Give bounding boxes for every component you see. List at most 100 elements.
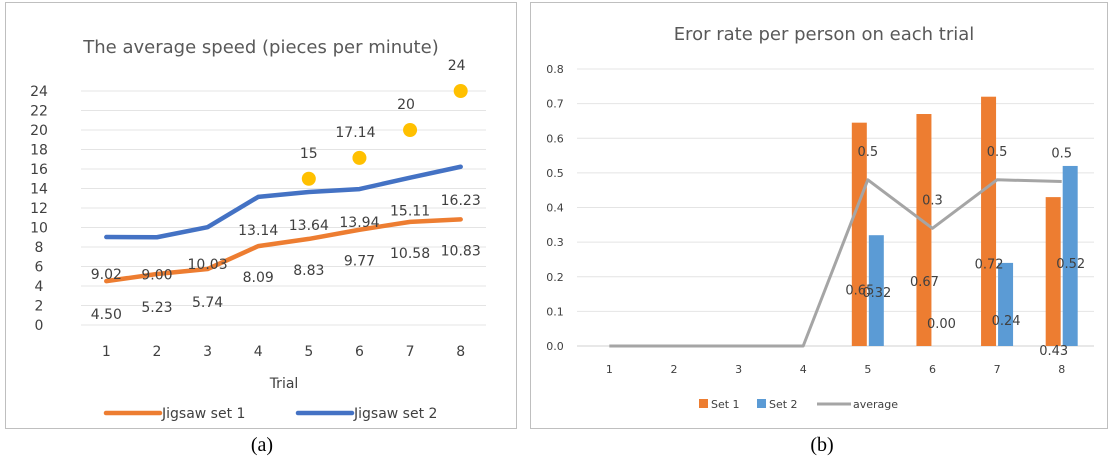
data-label: 17.14 <box>335 125 375 141</box>
x-tick-label: 4 <box>254 344 263 360</box>
y-tick-label: 0.1 <box>546 305 564 318</box>
data-label: 5.74 <box>192 295 223 311</box>
data-label: 9.00 <box>141 267 172 283</box>
data-label: 15 <box>300 146 318 162</box>
legend-label: Jigsaw set 2 <box>353 406 437 422</box>
x-tick-label: 7 <box>994 363 1001 376</box>
bar <box>998 262 1014 346</box>
speed-chart: The average speed (pieces per minute)024… <box>30 37 486 422</box>
chart-title: The average speed (pieces per minute) <box>82 37 438 58</box>
x-tick-label: 5 <box>864 363 871 376</box>
legend-label: average <box>853 398 898 411</box>
x-axis-title: Trial <box>269 376 299 392</box>
x-tick-label: 7 <box>406 344 415 360</box>
series-line <box>104 164 463 240</box>
chart-title: Eror rate per person on each trial <box>674 24 975 45</box>
data-label: 0.5 <box>1051 147 1072 162</box>
chart-a-panel: The average speed (pieces per minute) 0 2 4… <box>0 0 522 461</box>
chart-b-frame: Eror rate per person on each trial 0.0 0.1… <box>530 2 1108 429</box>
data-label: 0.3 <box>922 193 943 208</box>
x-tick-label: 5 <box>304 344 313 360</box>
y-tick-label: 20 <box>30 123 48 139</box>
y-tick-label: 0 <box>35 318 44 334</box>
data-label: 0.32 <box>862 286 891 301</box>
data-label: 4.50 <box>91 307 122 323</box>
chart-a-frame: The average speed (pieces per minute) 0 2 4… <box>5 2 517 429</box>
series-line <box>104 217 463 284</box>
data-label: 0.65 <box>845 284 874 299</box>
average-line <box>609 178 1062 348</box>
bar <box>916 114 932 346</box>
y-tick-label: 0.3 <box>546 236 564 249</box>
y-tick-label: 0.6 <box>546 132 564 145</box>
x-tick-label: 1 <box>102 344 111 360</box>
data-label: 0.00 <box>927 317 956 332</box>
x-tick-label: 3 <box>735 363 742 376</box>
data-label: 13.64 <box>289 218 329 234</box>
y-tick-label: 8 <box>35 240 44 256</box>
data-label: 8.83 <box>293 263 324 279</box>
x-tick-label: 4 <box>800 363 807 376</box>
x-tick-label: 8 <box>1058 363 1065 376</box>
bar <box>1062 165 1078 346</box>
data-label: 24 <box>448 58 466 74</box>
chart-b-panel: Eror rate per person on each trial 0.0 0.1… <box>529 0 1112 461</box>
data-label: 0.5 <box>987 145 1008 160</box>
y-tick-label: 6 <box>35 260 44 276</box>
y-tick-label: 2 <box>35 299 44 315</box>
data-label: 15.11 <box>390 204 430 220</box>
legend-swatch <box>757 399 766 408</box>
data-label: 0.67 <box>910 275 939 290</box>
data-label: 13.14 <box>238 223 278 239</box>
data-label: 8.09 <box>243 270 274 286</box>
bar <box>1045 197 1061 346</box>
y-tick-label: 18 <box>30 143 48 159</box>
y-tick-label: 0.8 <box>546 63 564 76</box>
y-tick-label: 0.7 <box>546 98 564 111</box>
data-point <box>453 84 468 98</box>
y-tick-label: 0.0 <box>546 340 564 353</box>
data-label: 13.94 <box>339 215 379 231</box>
x-tick-label: 1 <box>606 363 613 376</box>
data-label: 0.5 <box>857 145 878 160</box>
y-tick-label: 4 <box>35 279 44 295</box>
data-label: 0.72 <box>975 258 1004 273</box>
data-label: 9.02 <box>91 267 122 283</box>
data-label: 16.23 <box>441 193 481 209</box>
data-label: 9.77 <box>344 254 375 270</box>
y-tick-label: 22 <box>30 104 48 120</box>
error-rate-chart: Eror rate per person on each trial 0.0 0.1… <box>546 24 1094 411</box>
legend-label: Set 2 <box>769 398 798 411</box>
x-tick-label: 6 <box>355 344 364 360</box>
data-label: 10.58 <box>390 246 430 262</box>
bar <box>851 122 867 346</box>
y-tick-label: 12 <box>30 201 48 217</box>
data-point <box>352 150 367 165</box>
y-tick-label: 0.4 <box>546 202 564 215</box>
data-label: 0.52 <box>1056 257 1085 272</box>
y-tick-label: 0.5 <box>546 167 564 180</box>
y-tick-label: 24 <box>30 84 48 100</box>
legend-label: Set 1 <box>711 398 740 411</box>
data-label: 10.83 <box>441 243 481 259</box>
x-tick-label: 2 <box>670 363 677 376</box>
legend-swatch <box>699 399 708 408</box>
data-label: 20 <box>397 97 415 113</box>
y-tick-label: 0.2 <box>546 271 564 284</box>
caption-a: (a) <box>250 434 274 456</box>
y-tick-label: 16 <box>30 162 48 178</box>
bar <box>981 96 997 346</box>
data-point <box>301 171 316 186</box>
data-point <box>403 123 418 137</box>
x-tick-label: 6 <box>929 363 936 376</box>
y-tick-label: 14 <box>30 182 48 198</box>
data-label: 0.43 <box>1039 344 1068 359</box>
data-label: 0.24 <box>992 314 1021 329</box>
data-label: 5.23 <box>141 300 172 316</box>
legend-label: Jigsaw set 1 <box>161 406 245 422</box>
bar <box>868 235 884 346</box>
x-tick-label: 3 <box>203 344 212 360</box>
y-tick-label: 10 <box>30 221 48 237</box>
data-label: 10.03 <box>188 257 228 273</box>
x-tick-label: 2 <box>152 344 161 360</box>
